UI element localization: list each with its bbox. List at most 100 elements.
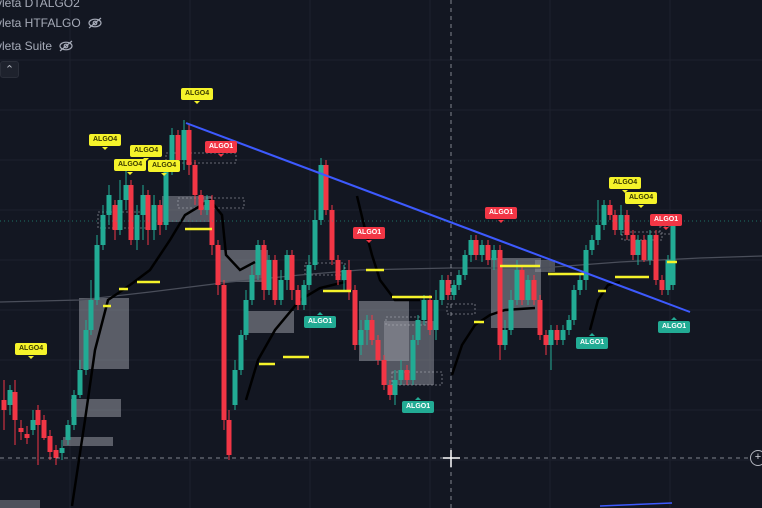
candle	[491, 245, 497, 270]
dashed-zone	[385, 316, 427, 326]
candle	[462, 250, 468, 280]
candle	[215, 240, 221, 295]
zones	[0, 152, 676, 508]
candle	[647, 230, 653, 265]
fast-ma-line	[70, 198, 256, 507]
candle	[284, 250, 290, 290]
legend-label: yleta HTFALGO	[0, 16, 81, 30]
candle	[198, 190, 204, 215]
signal-tag-red: ALGO1	[353, 227, 386, 243]
candle	[433, 290, 439, 340]
candle	[7, 385, 13, 415]
candle	[261, 240, 267, 300]
candle	[659, 275, 665, 295]
legend-item-dtalgo2[interactable]: yleta DTALGO2	[0, 0, 80, 10]
signal-tag-yellow: ALGO4	[114, 159, 147, 175]
candle	[255, 240, 261, 280]
fast-ma-line	[588, 280, 621, 331]
candle	[112, 200, 118, 240]
candle	[352, 285, 358, 350]
candle	[204, 195, 210, 215]
candle	[30, 410, 36, 435]
candle	[249, 265, 255, 305]
candle	[41, 415, 47, 440]
candle	[369, 315, 375, 345]
add-button[interactable]: +	[750, 450, 762, 466]
candle	[375, 335, 381, 365]
candle	[497, 245, 503, 360]
candle	[387, 380, 393, 400]
candle	[83, 320, 89, 375]
candle	[157, 200, 163, 235]
candle	[53, 445, 59, 465]
trendline-bottom	[599, 502, 673, 507]
zone-box	[162, 196, 212, 222]
legend-item-htfalgo[interactable]: yleta HTFALGO	[0, 16, 103, 30]
candle	[301, 280, 307, 310]
candles	[1, 120, 676, 465]
candle	[554, 325, 560, 345]
candle	[479, 240, 485, 262]
signal-tag-yellow: ALGO4	[130, 145, 163, 161]
zone-box	[244, 311, 294, 333]
candle	[221, 280, 227, 430]
candle	[560, 325, 566, 345]
signal-tag-yellow: ALGO4	[609, 177, 642, 193]
candle	[421, 295, 427, 325]
candle	[289, 250, 295, 300]
candle	[635, 235, 641, 265]
candle	[181, 120, 187, 170]
candle	[238, 330, 244, 375]
candle	[346, 260, 352, 300]
candle	[106, 185, 112, 225]
candle	[24, 426, 30, 444]
candle	[641, 235, 647, 262]
candle	[12, 380, 18, 445]
legend-label: yleta Suite	[0, 39, 53, 53]
dashed-zone	[446, 303, 476, 315]
candle	[232, 360, 238, 410]
candle	[94, 235, 100, 305]
collapse-legend-button[interactable]: ⌃	[0, 61, 19, 78]
candle	[543, 330, 549, 355]
candle	[630, 230, 636, 260]
candle	[525, 275, 531, 305]
signal-levels	[103, 227, 677, 366]
signal-tag-red: ALGO1	[485, 207, 518, 223]
crosshair-cursor-icon	[443, 450, 460, 467]
signal-tag-red: ALGO1	[650, 214, 683, 230]
candle	[485, 240, 491, 265]
candle	[18, 420, 24, 440]
zone-box	[535, 260, 555, 272]
legend-item-suite[interactable]: yleta Suite	[0, 39, 74, 53]
eye-off-icon[interactable]	[87, 17, 103, 29]
trendline[interactable]	[185, 122, 691, 313]
eye-off-icon[interactable]	[58, 40, 74, 52]
fast-ma-line	[244, 280, 346, 401]
candle	[392, 370, 398, 405]
candle	[670, 220, 676, 290]
dashed-zone	[304, 262, 346, 276]
candle	[364, 315, 370, 345]
candle	[548, 325, 554, 370]
candle	[589, 235, 595, 255]
candle	[335, 255, 341, 285]
candle	[123, 170, 129, 210]
candle	[381, 355, 387, 390]
chevron-up-icon: ⌃	[4, 64, 15, 76]
zone-box	[71, 399, 121, 417]
candle	[595, 200, 601, 245]
signal-tag-green: ALGO1	[304, 312, 337, 328]
candle	[134, 205, 140, 250]
moving-averages	[0, 195, 762, 507]
candle	[145, 190, 151, 245]
slow-ma-line	[0, 255, 762, 303]
candle	[468, 235, 474, 262]
candle	[306, 255, 312, 290]
zone-box	[63, 437, 113, 446]
candle	[624, 210, 630, 240]
candle	[612, 210, 618, 235]
candle	[323, 160, 329, 215]
signal-tag-green: ALGO1	[658, 317, 691, 333]
